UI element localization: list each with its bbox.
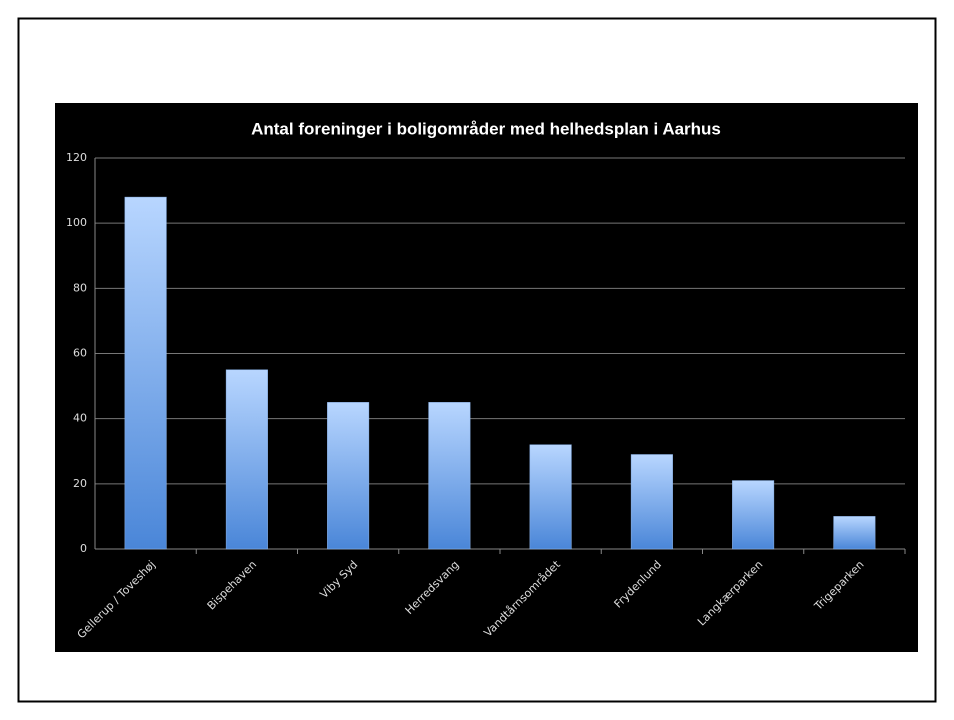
bar [833, 516, 876, 550]
y-tick-label: 120 [66, 151, 87, 164]
bar [428, 402, 471, 550]
bar [529, 444, 572, 550]
y-tick-label: 80 [73, 281, 87, 294]
y-tick-label: 20 [73, 477, 87, 490]
y-tick-label: 40 [73, 412, 87, 425]
chart-title: Antal foreninger i boligområder med helh… [251, 119, 721, 138]
bar [225, 369, 268, 550]
bar [124, 196, 167, 550]
bar [732, 480, 775, 550]
bar [630, 454, 673, 550]
bar [327, 402, 370, 550]
y-tick-label: 100 [66, 216, 87, 229]
chart-area [55, 103, 918, 652]
y-tick-label: 60 [73, 347, 87, 360]
y-tick-label: 0 [80, 542, 87, 555]
